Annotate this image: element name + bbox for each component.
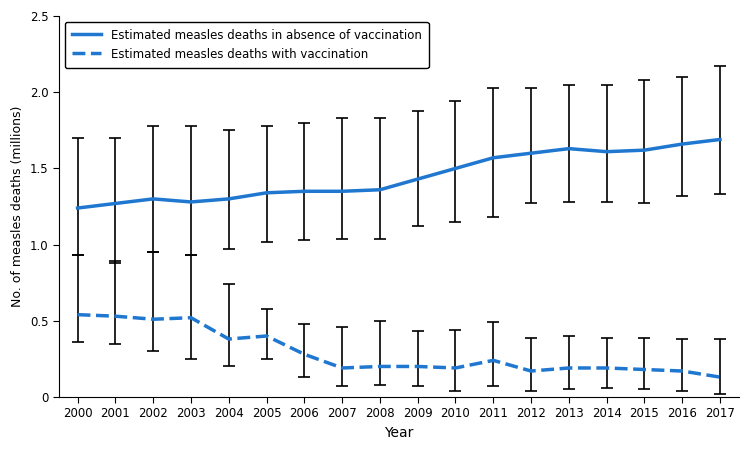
Legend: Estimated measles deaths in absence of vaccination, Estimated measles deaths wit: Estimated measles deaths in absence of v… — [64, 22, 428, 68]
Y-axis label: No. of measles deaths (millions): No. of measles deaths (millions) — [11, 106, 24, 307]
X-axis label: Year: Year — [384, 426, 413, 440]
